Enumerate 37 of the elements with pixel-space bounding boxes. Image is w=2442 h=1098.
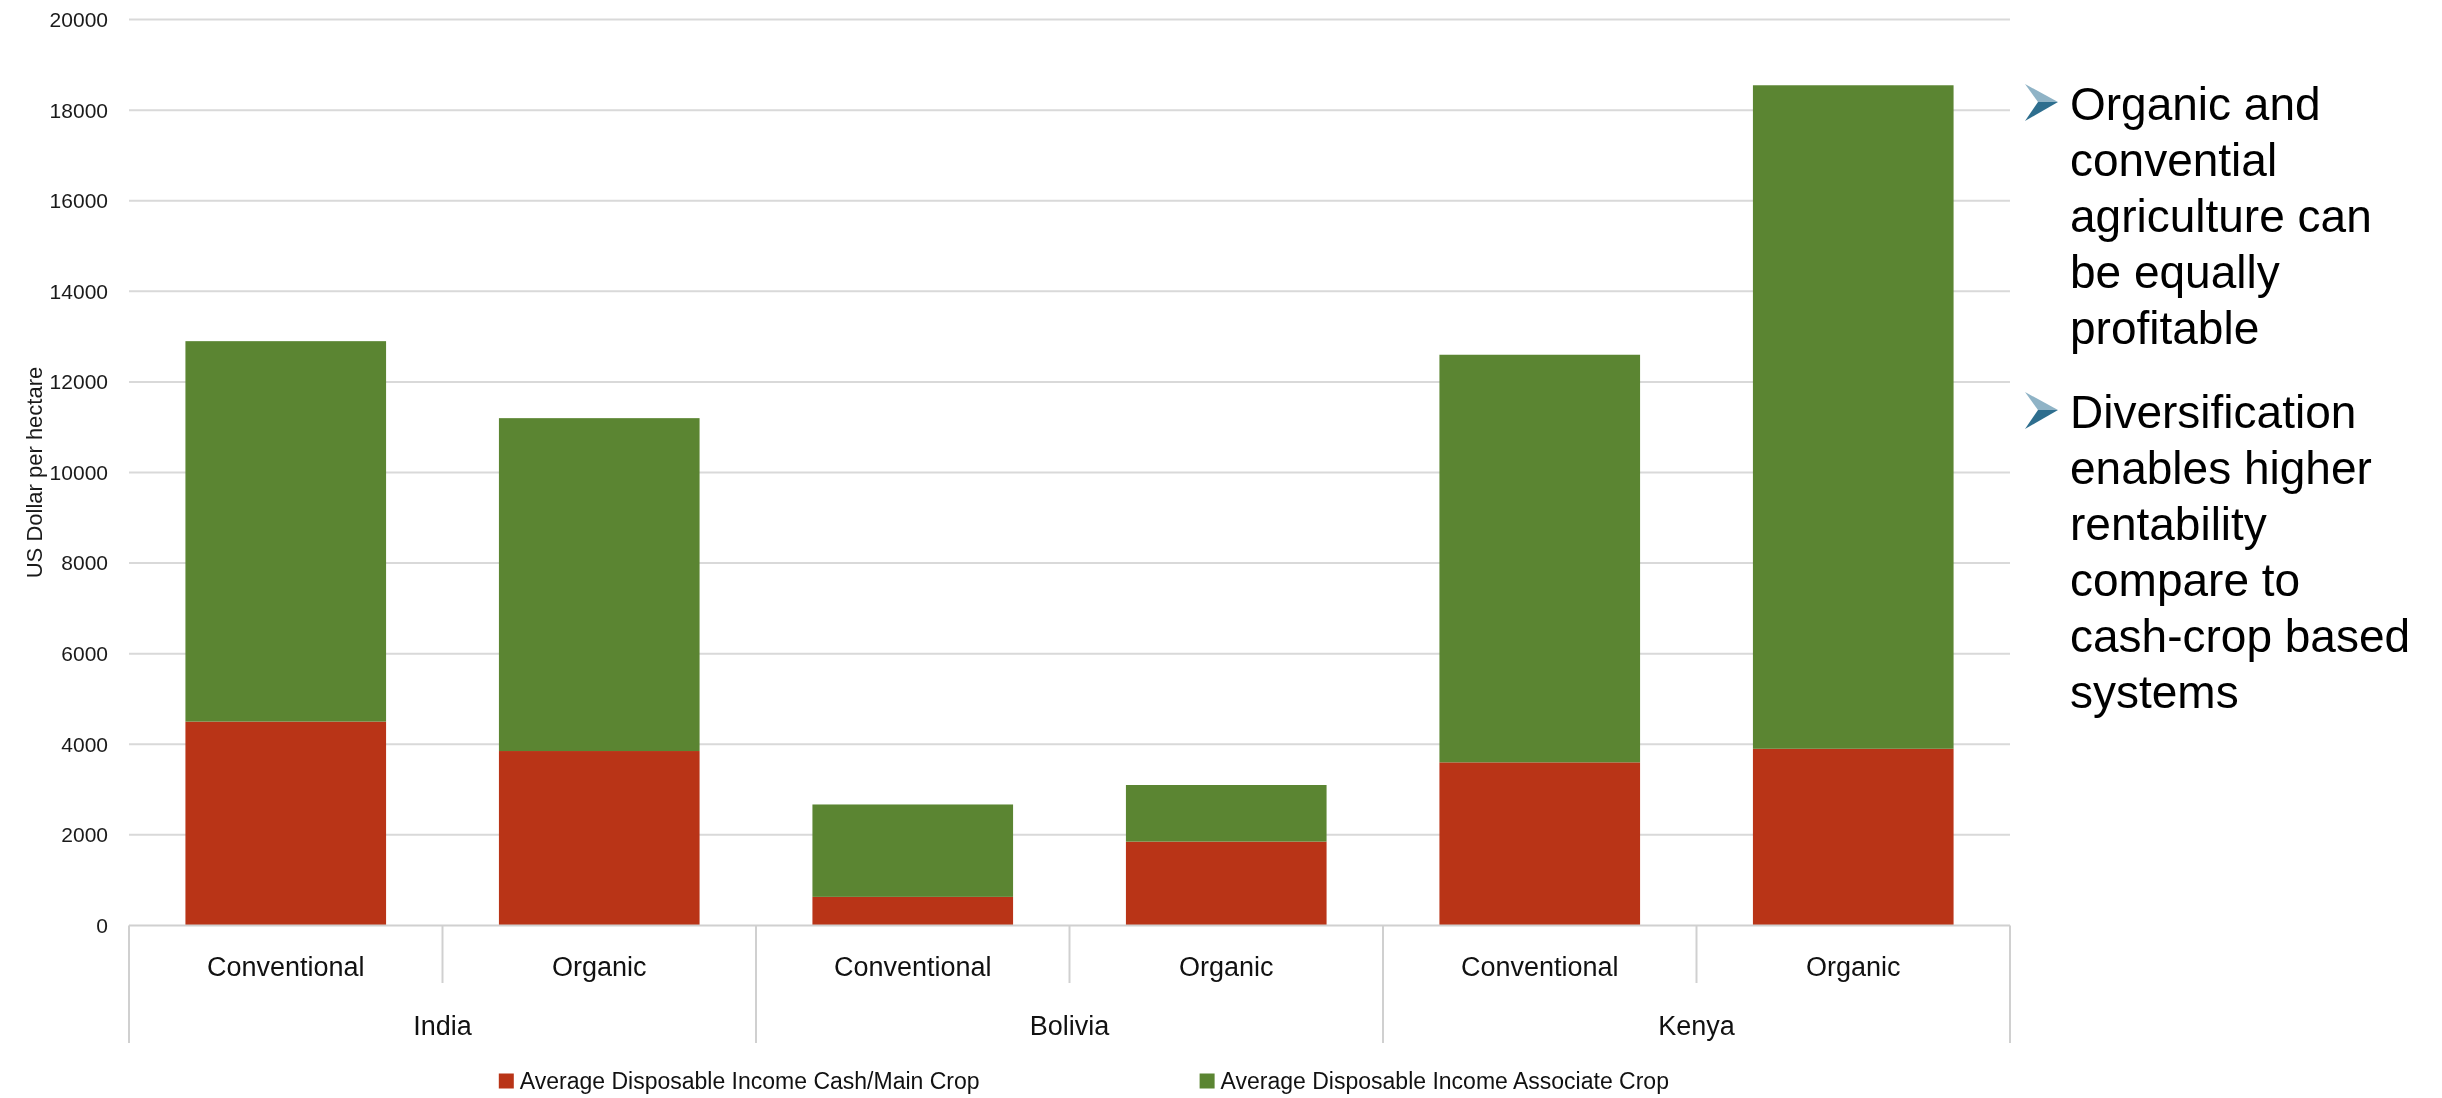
bar [812, 896, 1014, 926]
bar [185, 341, 387, 722]
x-tick-label: Organic [1178, 952, 1274, 982]
text: Bolivia [1029, 1011, 1111, 1041]
x-tick-label: Organic [551, 952, 647, 982]
x-tick-label: Conventional [206, 952, 365, 982]
bar [1125, 785, 1327, 842]
x-tick-label: Organic [1805, 952, 1901, 982]
bar [498, 751, 700, 926]
bar [1125, 841, 1327, 926]
y-tick-label: 20000 [49, 7, 108, 31]
y-tick-label: 2000 [61, 823, 108, 847]
y-tick-label: 18000 [49, 98, 108, 122]
y-tick-label: 4000 [61, 732, 108, 756]
bar [185, 721, 387, 926]
bar [812, 804, 1014, 897]
y-tick-label: 10000 [49, 460, 108, 484]
y-tick-label: 0 [96, 913, 108, 937]
bar [1439, 762, 1641, 926]
text: India [413, 1011, 473, 1041]
legend-label: Average Disposable Income Cash/Main Crop [519, 1068, 980, 1095]
text: Diversification enables higher rentability compare to cash-crop based systems [2070, 386, 2411, 718]
bar [1752, 85, 1954, 749]
y-tick-label: 6000 [61, 642, 108, 666]
y-tick-label: 16000 [49, 189, 108, 213]
x-tick-label: Conventional [1460, 952, 1619, 982]
bar [1439, 354, 1641, 763]
legend-label: Average Disposable Income Associate Crop [1220, 1068, 1669, 1095]
text: Kenya [1658, 1011, 1736, 1041]
y-tick-label: 8000 [61, 551, 108, 575]
y-tick-label: 12000 [49, 370, 108, 394]
bar [498, 418, 700, 752]
x-tick-label: Conventional [833, 952, 992, 982]
bar [1752, 748, 1954, 926]
y-tick-label: 14000 [49, 279, 108, 303]
text: Organic and convential agriculture can be equally profitable [2070, 78, 2372, 354]
y-axis-title: US Dollar per hectare [21, 366, 47, 579]
